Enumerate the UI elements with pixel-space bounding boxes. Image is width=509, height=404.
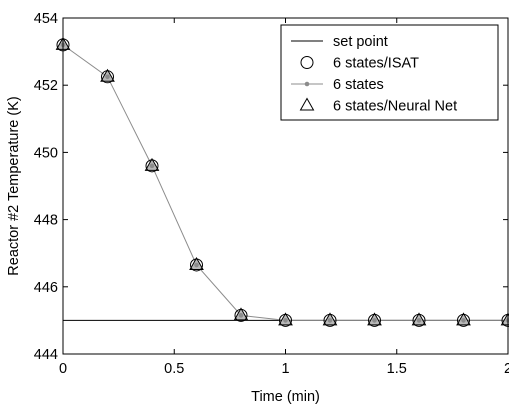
circle-marker [101, 70, 114, 84]
legend-symbol-circle [300, 56, 314, 69]
legend-label: 6 states/ISAT [333, 56, 419, 72]
axis-ticks: 0 0.5 1 1.5 2 444 446 448 450 452 454 [34, 11, 509, 377]
y-tick-label: 446 [34, 280, 58, 296]
x-tick-label: 0.5 [164, 361, 184, 377]
legend-label: 6 states [333, 77, 384, 93]
legend-symbol-triangle [299, 97, 315, 111]
circle-marker [412, 313, 426, 327]
dot-marker [461, 318, 466, 323]
circle-marker [368, 313, 381, 327]
legend-symbol-dot [304, 81, 310, 87]
y-tick-label: 454 [34, 11, 58, 27]
legend-label: set point [333, 34, 388, 50]
dot-marker [327, 318, 333, 323]
x-axis-label: Time (min) [251, 389, 320, 404]
y-axis-label: Reactor #2 Temperature (K) [6, 96, 22, 275]
y-tick-label: 452 [34, 78, 58, 94]
dot-marker [283, 318, 288, 323]
dot-marker [105, 74, 110, 80]
circle-marker [145, 159, 159, 173]
plot-frame [62, 17, 509, 355]
y-tick-label: 444 [34, 347, 58, 363]
legend-label: 6 states/Neural Net [333, 99, 457, 115]
x-tick-label: 1 [281, 361, 289, 377]
dot-marker [149, 163, 155, 169]
dot-marker [238, 313, 244, 318]
circle-marker [457, 313, 470, 327]
dot-marker [416, 318, 422, 323]
legend: set point 6 states/ISAT 6 states 6 states/N… [280, 24, 499, 121]
dot-marker [372, 318, 377, 323]
x-tick-label: 2 [504, 361, 509, 377]
dot-marker [194, 262, 199, 268]
y-tick-label: 450 [34, 145, 58, 161]
circle-marker [323, 313, 337, 327]
circle-marker [279, 313, 292, 327]
circle-marker [234, 308, 248, 322]
y-tick-label: 448 [34, 213, 58, 229]
x-tick-label: 1.5 [387, 361, 407, 377]
circle-marker [190, 258, 203, 272]
x-tick-label: 0 [59, 361, 67, 377]
